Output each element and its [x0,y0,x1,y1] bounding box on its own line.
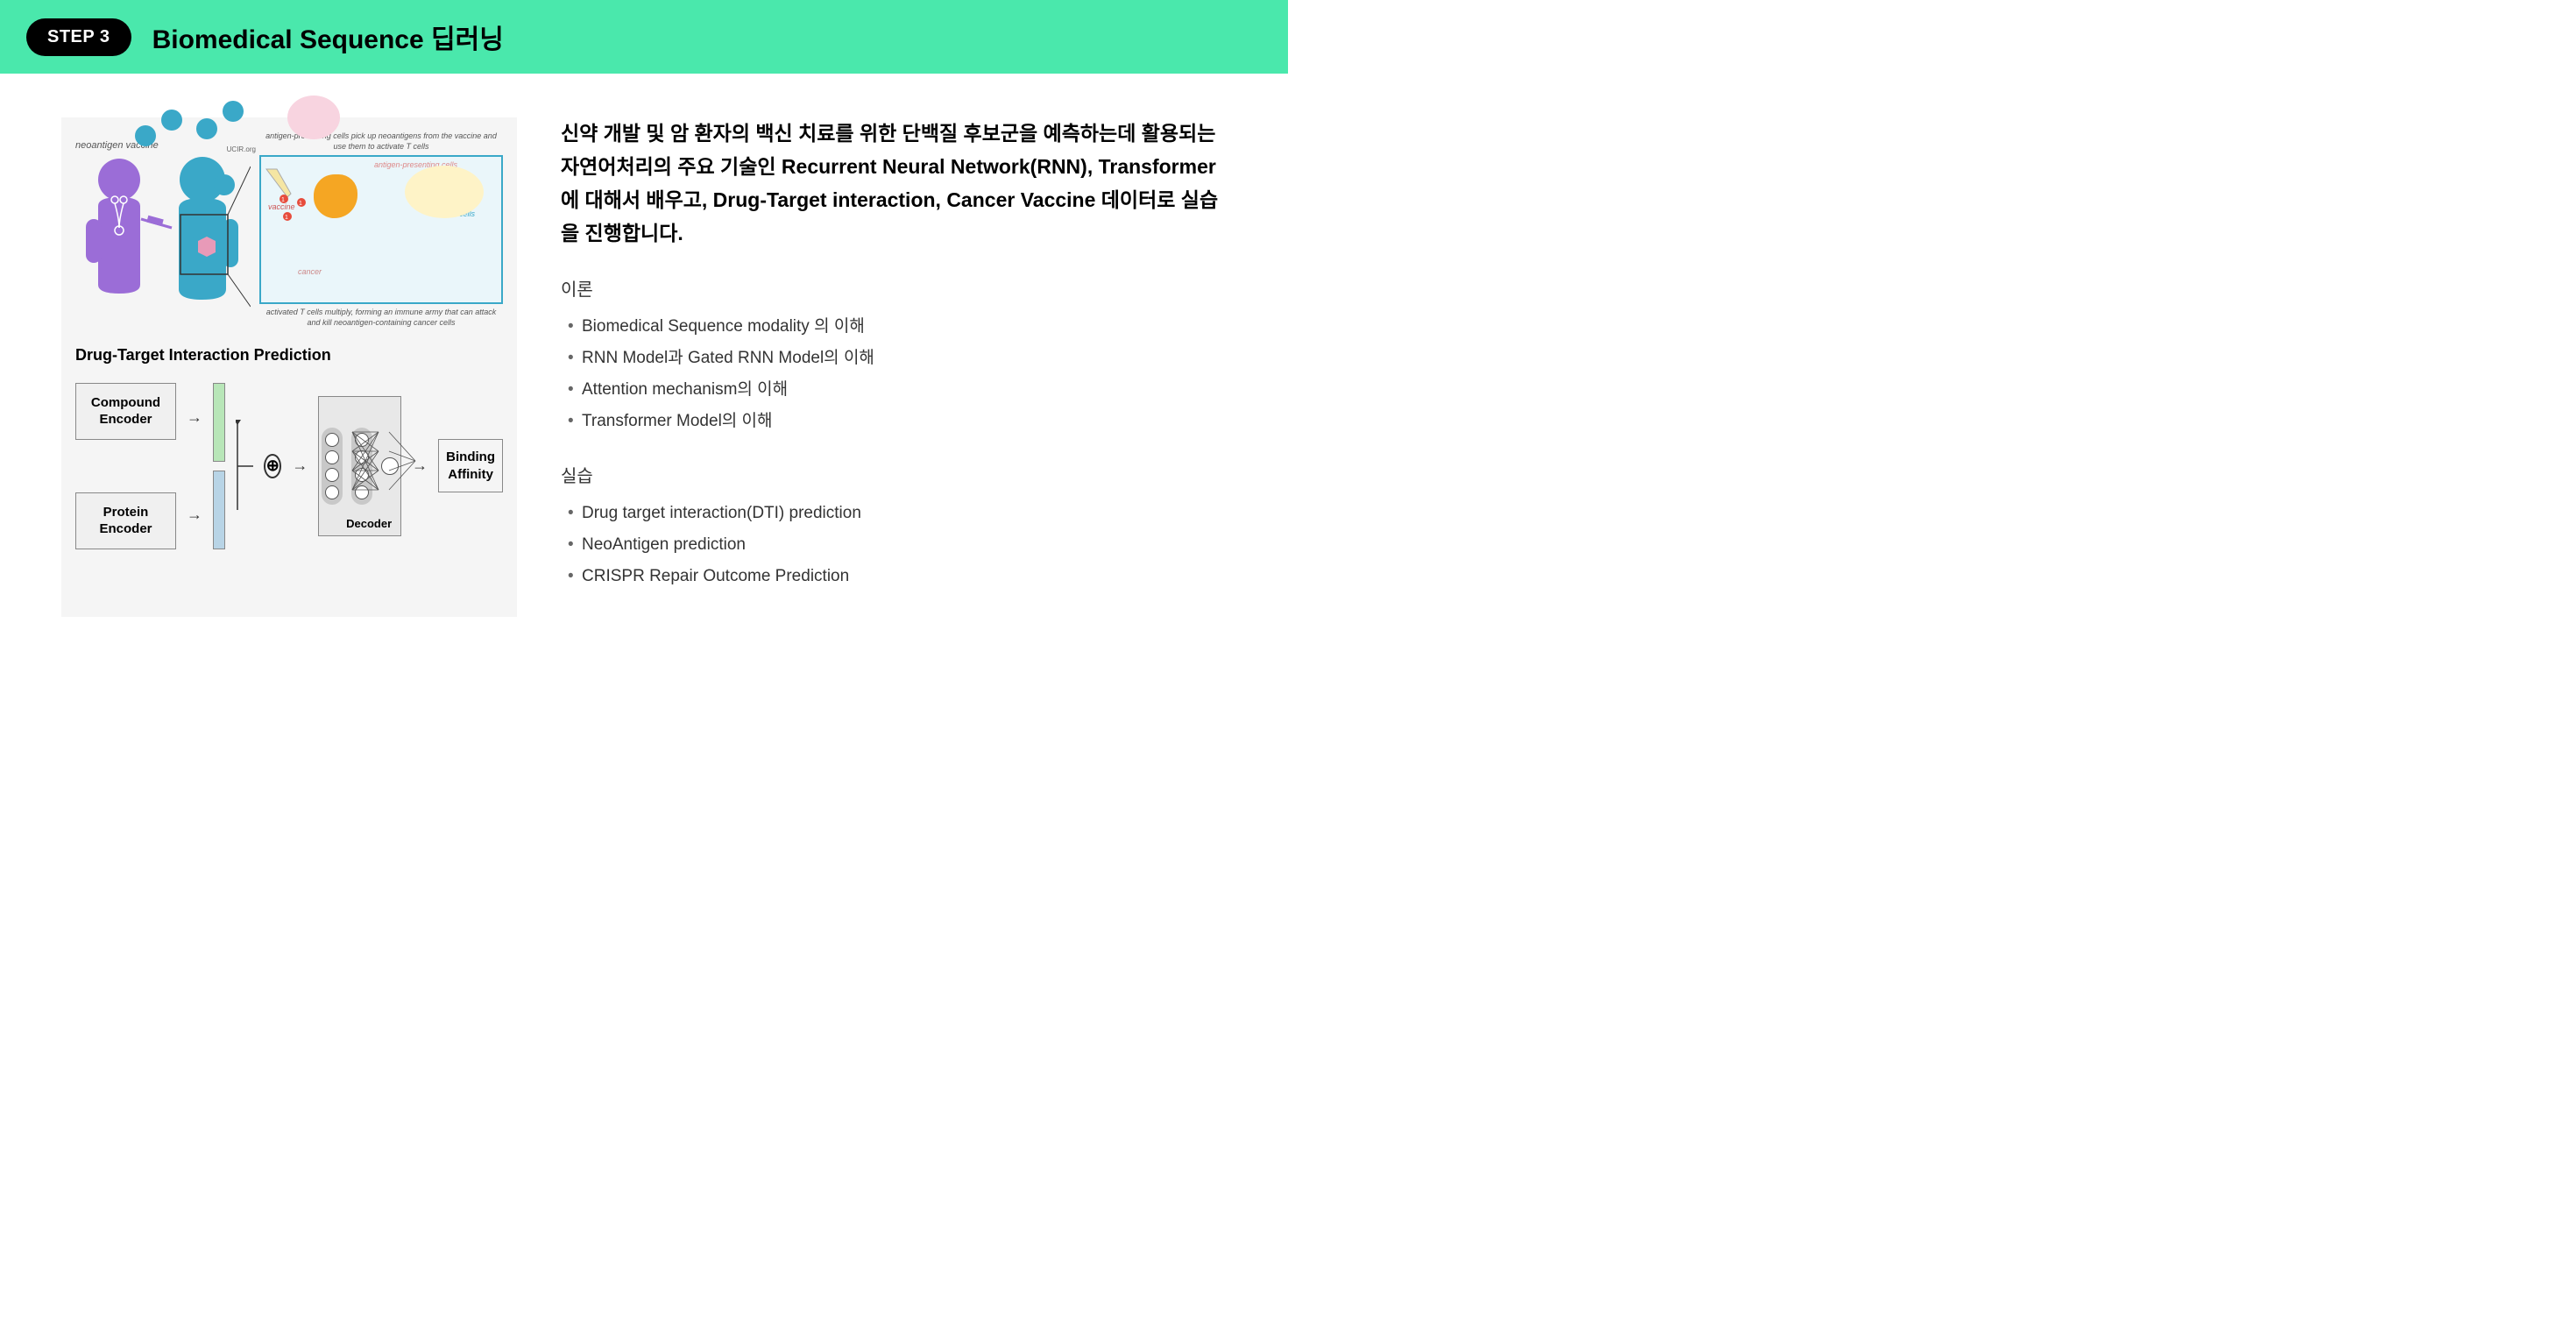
dti-section: Drug-Target Interaction Prediction Compo… [75,346,503,554]
theory-list: Biomedical Sequence modality 의 이해 RNN Mo… [561,311,1227,437]
people-illustration: neoantigen vaccine [75,131,251,329]
arrow-icon: → [187,408,202,427]
cell-caption-top: antigen-presenting cells pick up neoanti… [259,131,503,152]
nn-layer-icon [351,428,372,505]
list-item: CRISPR Repair Outcome Prediction [561,561,1227,592]
binding-affinity-box: Binding Affinity [438,439,503,492]
arrow-col: → → [187,408,202,524]
vaccine-dots-icon: 1 1 1 [277,192,321,227]
svg-text:1: 1 [281,197,285,203]
dti-title: Drug-Target Interaction Prediction [75,346,503,365]
list-item: Attention mechanism의 이해 [561,374,1227,406]
practice-list: Drug target interaction(DTI) prediction … [561,498,1227,592]
arrow-icon: → [187,506,202,524]
vaccine-diagram: neoantigen vaccine [75,131,503,329]
blue-feature-bar [213,471,225,549]
cell-caption-bottom: activated T cells multiply, forming an i… [259,308,503,328]
nn-layer-icon [322,428,343,505]
page-title: Biomedical Sequence 딥러닝 [152,18,504,56]
protein-encoder-box: Protein Encoder [75,492,176,549]
merge-lines-icon [236,383,253,549]
feature-bars [213,383,225,549]
cancer-label: cancer [298,267,322,276]
plus-merge-icon: ⊕ [264,454,281,478]
arrow-icon: → [412,457,428,475]
decoder-label: Decoder [346,517,392,530]
theory-label: 이론 [561,275,1227,301]
practice-label: 실습 [561,462,1227,487]
decoder-box: Decoder [318,396,401,536]
svg-text:1: 1 [299,201,302,207]
text-panel: 신약 개발 및 암 환자의 백신 치료를 위한 단백질 후보군을 예측하는데 활… [561,117,1227,617]
tcell-icon [161,110,182,131]
list-item: NeoAntigen prediction [561,529,1227,561]
list-item: RNN Model과 Gated RNN Model의 이해 [561,343,1227,374]
svg-text:1: 1 [285,215,288,221]
cell-box: antigen-presenting cells vaccine T cells… [259,155,503,304]
green-feature-bar [213,383,225,462]
source-label: UCIR.org [227,145,256,153]
cell-diagram: antigen-presenting cells pick up neoanti… [259,131,503,329]
arrow-icon: → [292,457,308,475]
encoder-stack: Compound Encoder Protein Encoder [75,383,176,549]
list-item: Transformer Model의 이해 [561,406,1227,437]
doctor-patient-icon [75,131,251,315]
yellow-blob [405,166,484,218]
tcell-icon [223,101,244,122]
dti-diagram: Compound Encoder Protein Encoder → → ⊕ → [75,379,503,554]
step-badge: STEP 3 [26,18,131,56]
list-item: Drug target interaction(DTI) prediction [561,498,1227,529]
diagram-panel: neoantigen vaccine [61,117,517,617]
content-row: neoantigen vaccine [0,74,1288,661]
description-text: 신약 개발 및 암 환자의 백신 치료를 위한 단백질 후보군을 예측하는데 활… [561,117,1227,251]
list-item: Biomedical Sequence modality 의 이해 [561,311,1227,343]
nn-output-icon [381,457,399,475]
compound-encoder-box: Compound Encoder [75,383,176,440]
header-bar: STEP 3 Biomedical Sequence 딥러닝 [0,0,1288,74]
